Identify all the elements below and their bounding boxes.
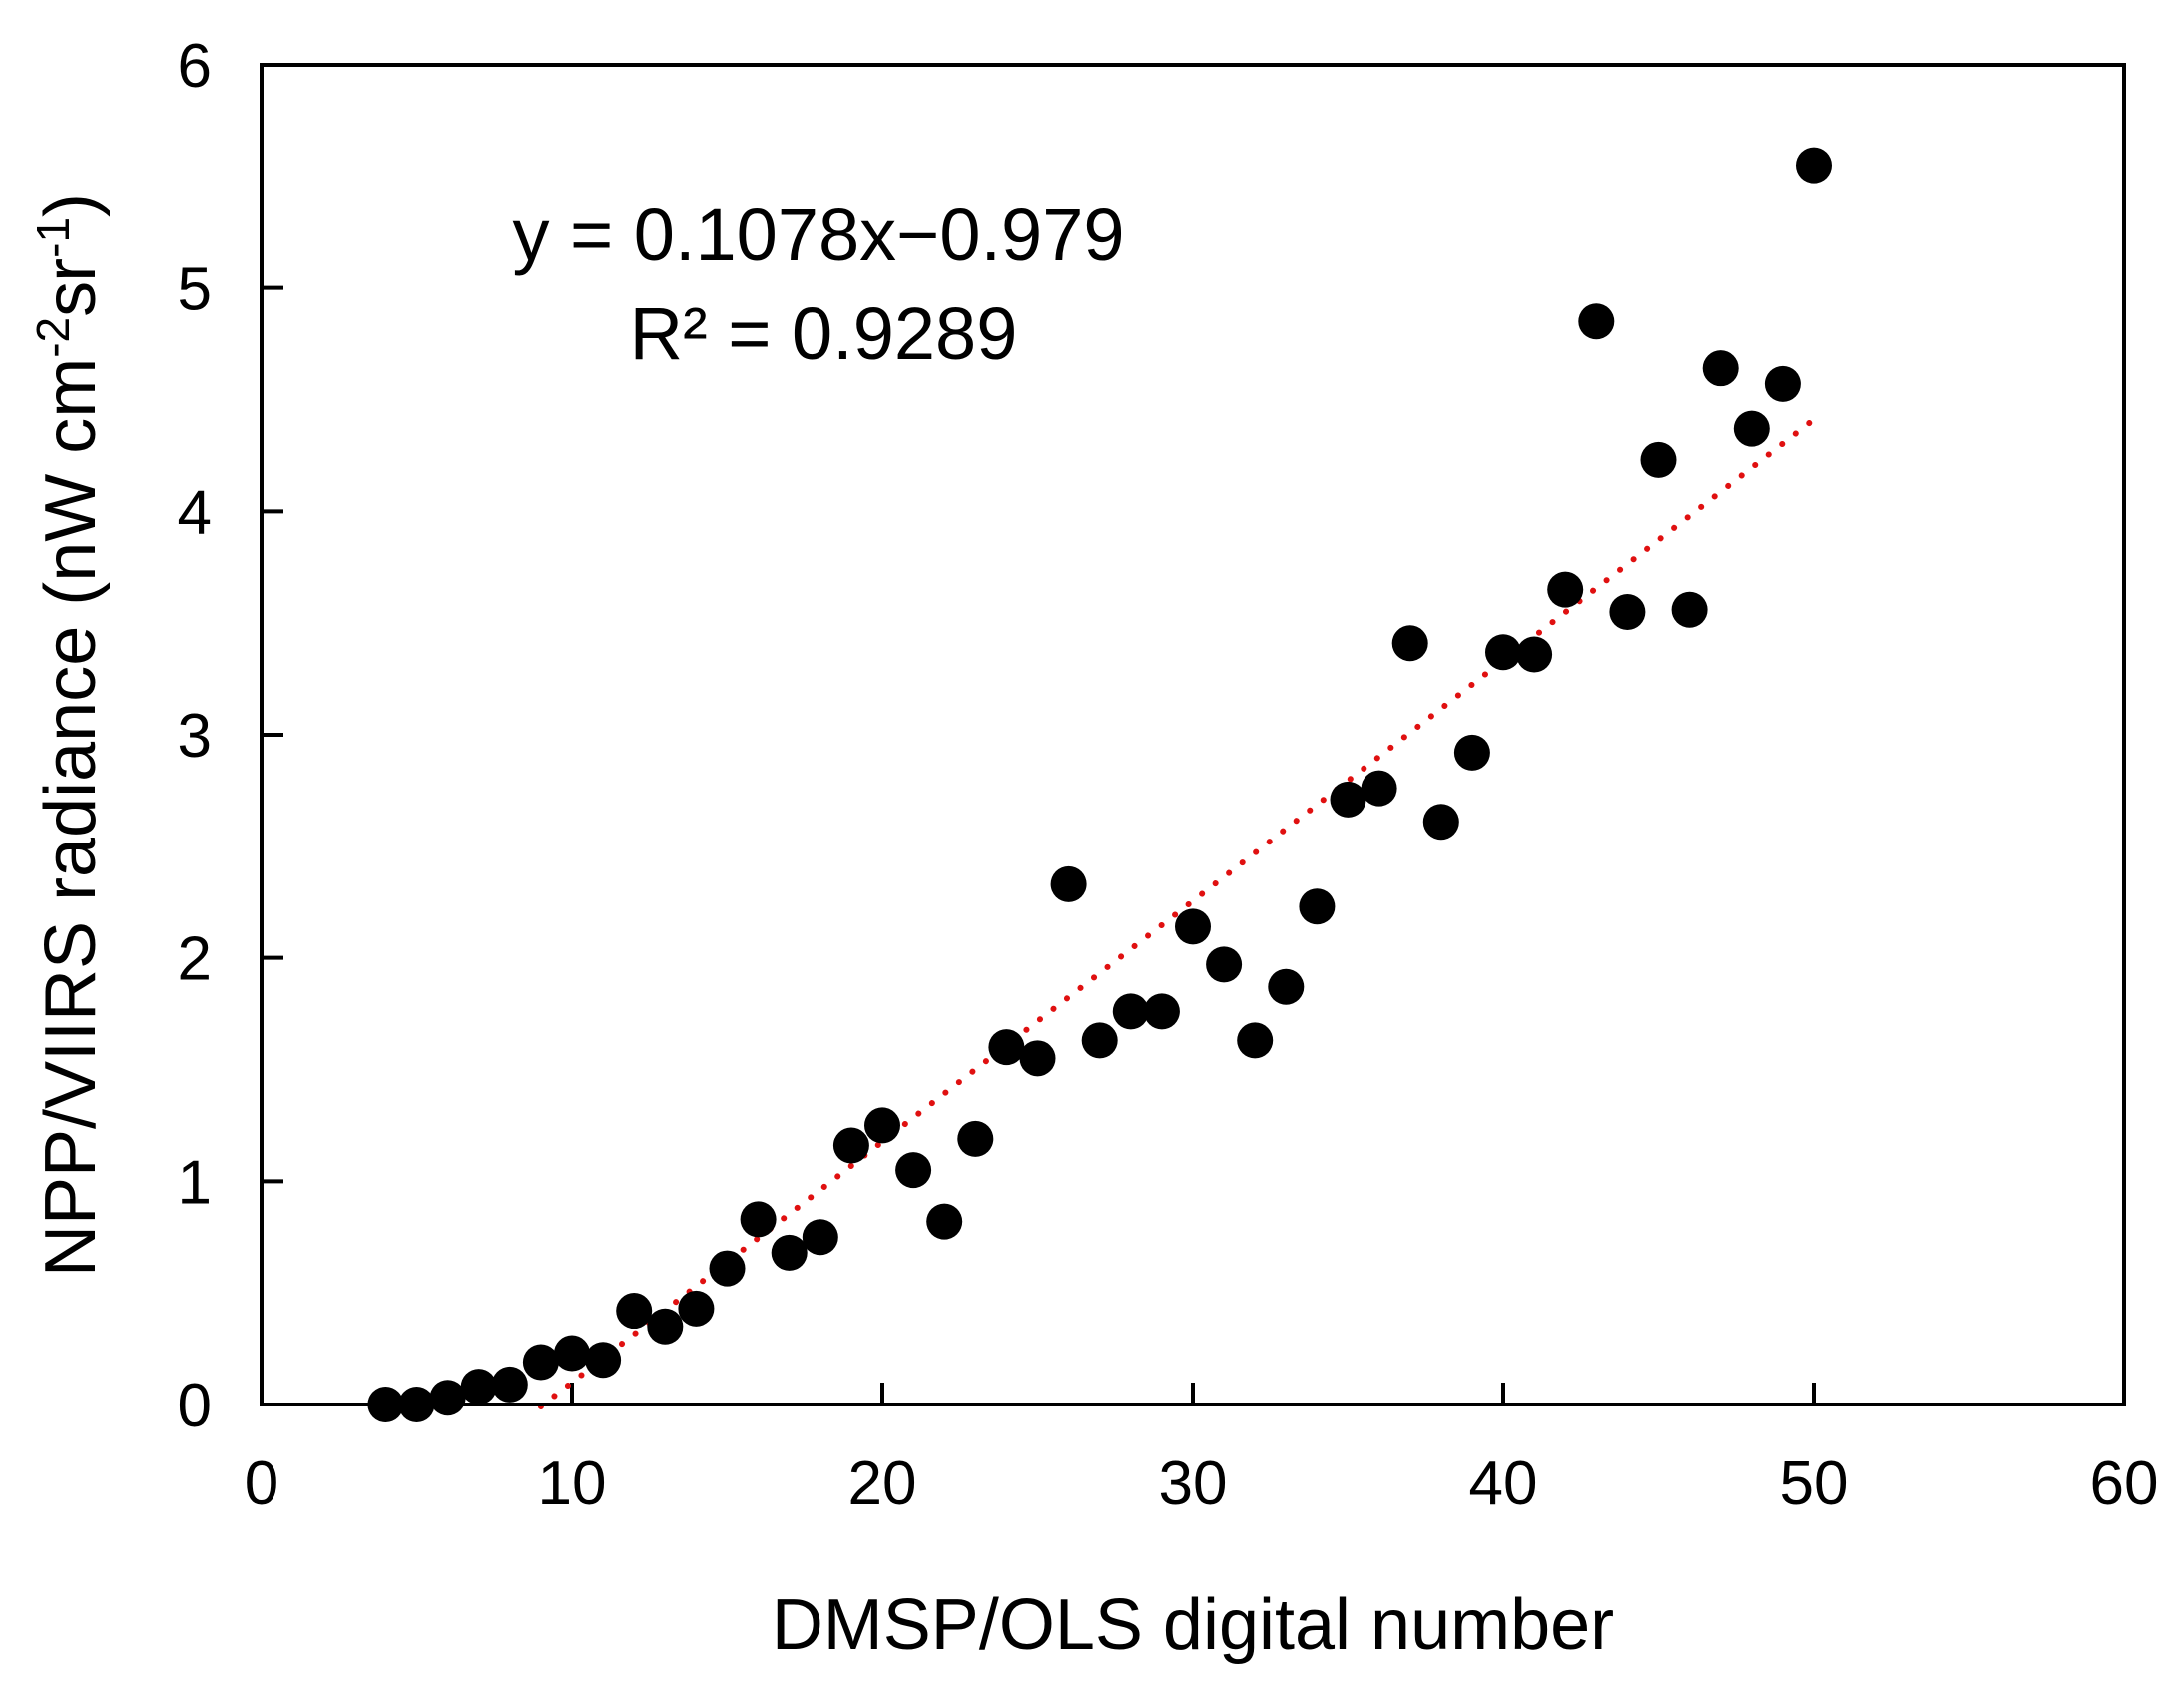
r-squared-value: R² = 0.9289 [630,292,1018,375]
data-point [802,1219,838,1256]
y-tick-label: 6 [178,32,212,101]
data-point [1702,350,1739,387]
y-axis-ticks: 0 1 2 3 4 5 6 [178,32,283,1440]
data-point [1237,1022,1274,1059]
y-axis-title-superscript-1: -2 [27,317,79,358]
data-point [585,1342,622,1379]
y-tick-label: 5 [178,256,212,324]
data-point [1175,908,1211,945]
y-axis-title-main: NPP/VIIRS radiance (nW cm [31,358,111,1277]
x-tick-label: 0 [245,1449,278,1518]
data-point [1361,770,1397,807]
trendline [537,416,1817,1409]
data-point [832,1127,869,1164]
y-tick-label: 4 [178,478,212,547]
data-point [1081,1022,1118,1059]
x-tick-label: 20 [848,1449,917,1518]
x-tick-label: 30 [1159,1449,1228,1518]
data-point [1112,993,1149,1030]
data-point [460,1369,497,1405]
data-point [957,1120,994,1157]
data-point [926,1203,963,1240]
data-point [988,1029,1025,1066]
y-axis-title-end: ) [31,193,111,217]
trendline-group [537,416,1817,1409]
data-point [1299,888,1336,925]
data-point [1671,591,1708,628]
data-point [1516,636,1553,673]
data-point [554,1335,590,1372]
y-tick-label: 3 [178,702,212,771]
data-point [1764,365,1801,402]
x-tick-label: 40 [1469,1449,1538,1518]
data-point [1796,147,1832,184]
data-point [740,1201,777,1238]
data-point [864,1107,900,1144]
plot-area-frame [260,63,2126,1406]
data-point [1578,303,1615,340]
x-axis-ticks: 0 10 20 30 40 50 60 [245,1383,2159,1518]
data-point [1609,593,1646,630]
data-point [616,1293,653,1330]
y-axis-title-superscript-2: -1 [27,217,79,258]
data-point [1640,441,1677,478]
y-axis-title-mid: sr [31,258,111,317]
data-point [1733,410,1770,447]
regression-equation: y = 0.1078x−0.979 [512,193,1124,276]
data-points [367,147,1832,1422]
data-point [1268,968,1305,1005]
data-point [1391,625,1428,662]
data-point [491,1366,528,1403]
y-tick-label: 0 [178,1372,212,1440]
data-point [678,1290,715,1327]
data-point [1422,804,1459,841]
data-point [1330,781,1366,818]
x-tick-label: 10 [538,1449,607,1518]
x-tick-label: 60 [2090,1449,2159,1518]
data-point [429,1380,466,1416]
data-point [1485,634,1521,671]
data-point [647,1308,684,1345]
data-point [1206,946,1243,983]
data-point [1143,993,1180,1030]
data-point [1050,865,1087,902]
x-axis-title: DMSP/OLS digital number [772,1585,1614,1665]
data-point [522,1344,559,1381]
y-tick-label: 2 [178,925,212,994]
y-axis-title: NPP/VIIRS radiance (nW cm-2sr-1) [27,193,111,1277]
data-point [1019,1040,1056,1077]
data-point [1453,734,1490,771]
data-point [771,1234,808,1271]
data-point [1547,571,1584,608]
y-tick-label: 1 [178,1148,212,1217]
data-point [895,1152,932,1189]
x-tick-label: 50 [1780,1449,1849,1518]
data-point [709,1250,746,1287]
